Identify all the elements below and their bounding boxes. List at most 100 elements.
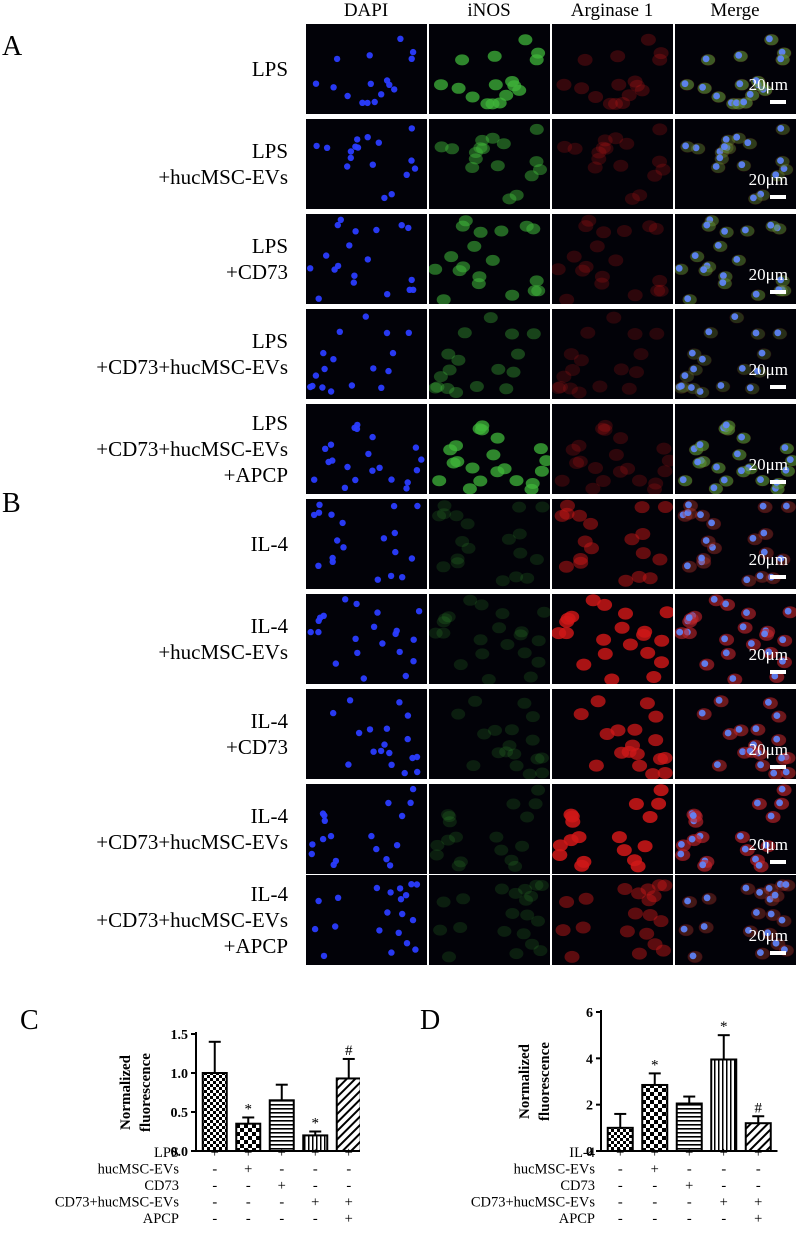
significance-mark: # [755,1100,763,1116]
micrograph-a-2-dapi [306,214,427,304]
row-label-a-2: LPS +CD73 [226,233,288,285]
row-label-a-4: LPS +CD73+hucMSC-EVs +APCP [96,410,288,488]
condition-label: APCP [559,1211,595,1227]
row-label-line: IL-4 [250,532,288,556]
row-label-b-3: IL-4 +CD73+hucMSC-EVs [96,803,288,855]
micrograph-cells [434,123,547,205]
condition-label: LPS [154,1145,179,1161]
row-label-line: IL-4 [250,614,288,638]
micrograph-cells [680,123,794,205]
y-tick-label: 4 [586,1052,593,1067]
panel-label-d: D [420,1005,441,1036]
condition-sign: + [651,1162,659,1178]
micrograph-cells [307,596,423,682]
condition-sign: - [721,1178,726,1194]
column-header-merge: Merge [710,0,760,21]
micrograph-cells [675,784,792,873]
condition-sign: - [346,1162,351,1178]
scale-bar-label: 20μm [748,645,788,664]
condition-label: IL-4 [569,1145,596,1161]
micrograph-b-2-merge: 20μm [675,689,796,779]
condition-sign: + [754,1145,762,1161]
significance-mark: # [345,1043,353,1059]
row-label-line: +hucMSC-EVs [158,165,288,189]
condition-sign: + [345,1145,353,1161]
condition-sign: - [212,1162,217,1178]
micrograph-b-1-dapi [306,594,427,684]
micrograph-cells [554,499,673,587]
scale-bar [770,290,786,294]
scale-bar [770,860,786,864]
row-label-line: LPS [251,139,288,163]
scale-bar-label: 20μm [748,170,788,189]
row-label-line: LPS [251,57,288,81]
micrograph-a-3-merge: 20μm [675,309,796,399]
micrograph-b-3-dapi [306,784,427,874]
micrograph-cells [552,311,665,399]
panel-label-b: B [2,488,21,519]
scale-bar [770,670,786,674]
condition-sign: - [652,1211,657,1227]
micrograph-cells [307,313,412,395]
micrograph-b-1-merge: 20μm [675,594,796,684]
condition-sign: - [756,1178,761,1194]
condition-sign: - [687,1195,692,1211]
micrograph-a-0-merge: 20μm [675,24,796,114]
micrograph-cells [552,784,669,873]
condition-sign: + [685,1178,693,1194]
y-axis-label: Normalized [118,1054,134,1130]
condition-sign: - [618,1162,623,1178]
bar [268,1099,295,1153]
condition-sign: - [652,1195,657,1211]
condition-sign: + [311,1145,319,1161]
condition-sign: - [687,1162,692,1178]
micrograph-cells [311,421,425,492]
micrograph-a-1-dapi [306,119,427,209]
row-label-line: IL-4 [250,709,288,733]
micrograph-a-3-dapi [306,309,427,399]
micrograph-cells [310,501,421,583]
panel-label-c: C [20,1005,39,1036]
scale-bar-label: 20μm [748,265,788,284]
row-label-line: +hucMSC-EVs [158,640,288,664]
micrograph-cells [432,420,550,494]
condition-sign: - [212,1195,217,1211]
condition-label: CD73 [144,1178,179,1194]
condition-sign: + [720,1195,728,1211]
micrograph-a-2-arginase-1 [552,214,673,304]
micrograph-cells [432,500,550,587]
condition-sign: - [212,1211,217,1227]
row-label-line: IL-4 [250,882,288,906]
micrograph-cells [556,33,669,110]
micrograph-b-3-merge: 20μm [675,784,796,874]
row-label-line: IL-4 [250,804,288,828]
micrograph-cells [451,695,550,779]
scale-bar-label: 20μm [748,835,788,854]
micrograph-a-2-inos [429,214,550,304]
micrograph-cells [311,881,421,960]
condition-sign: - [246,1178,251,1194]
significance-mark: * [245,1101,253,1117]
scale-bar-label: 20μm [748,550,788,569]
condition-sign: - [246,1211,251,1227]
micrograph-a-1-arginase-1 [552,119,673,209]
micrograph-cells [552,594,673,684]
condition-sign: + [685,1145,693,1161]
micrograph-b-2-inos [429,689,550,779]
condition-sign: - [279,1162,284,1178]
condition-label: APCP [143,1211,179,1227]
condition-sign: - [721,1211,726,1227]
panel-label-a: A [2,31,23,62]
y-tick-label: 1.5 [171,1028,189,1043]
row-label-a-1: LPS +hucMSC-EVs [158,138,288,190]
condition-sign: - [652,1178,657,1194]
row-label-line: +APCP [223,463,288,487]
bar [710,1058,738,1152]
condition-sign: - [618,1178,623,1194]
condition-sign: + [345,1195,353,1211]
micrograph-a-4-inos [429,404,550,494]
micrograph-cells [433,879,549,963]
micrograph-b-1-inos [429,594,550,684]
micrograph-a-3-arginase-1 [552,309,673,399]
